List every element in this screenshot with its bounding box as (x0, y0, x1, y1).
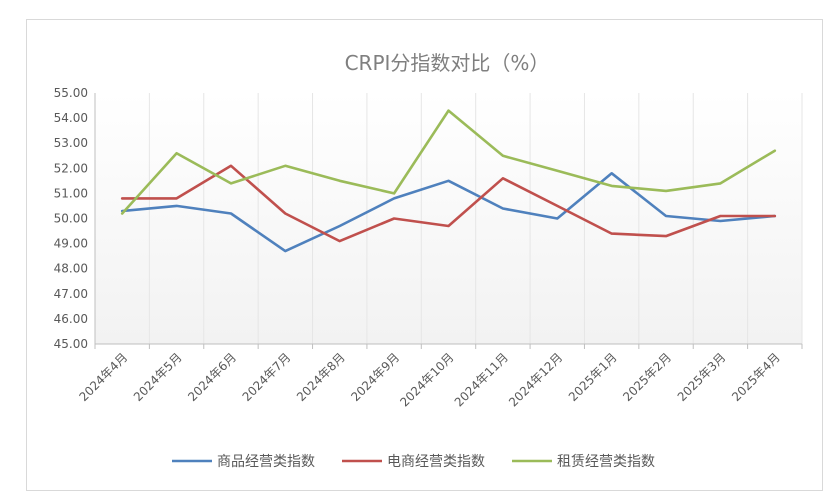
chart-title: CRPI分指数对比（%） (345, 51, 550, 75)
y-tick-label: 49.00 (54, 237, 88, 251)
x-tick-label: 2025年2月 (620, 350, 674, 404)
x-tick-label: 2024年4月 (76, 350, 130, 404)
y-tick-label: 51.00 (54, 186, 88, 200)
y-tick-label: 55.00 (54, 86, 88, 100)
x-tick-label: 2024年6月 (185, 350, 239, 404)
x-tick-label: 2024年10月 (397, 350, 456, 409)
y-tick-label: 46.00 (54, 312, 88, 326)
y-tick-label: 50.00 (54, 212, 88, 226)
x-tick-label: 2024年11月 (452, 350, 511, 409)
y-axis-tick-labels: 45.00 46.00 47.00 48.00 49.00 50.00 51.00 52.00… (54, 86, 88, 351)
y-tick-label: 53.00 (54, 136, 88, 150)
x-tick-label: 2024年5月 (131, 350, 185, 404)
legend-label-2: 电商经营类指数 (387, 454, 485, 470)
y-tick-label: 52.00 (54, 161, 88, 175)
line-chart: CRPI分指数对比（%） 45.00 46.00 47.00 48.00 49.00 50… (54, 51, 803, 470)
x-tick-label: 2024年8月 (294, 350, 348, 404)
series-lines (120, 109, 777, 253)
y-tick-label: 48.00 (54, 262, 88, 276)
x-tick-label: 2025年4月 (729, 350, 783, 404)
legend-label-3: 租赁经营类指数 (557, 454, 655, 470)
series-line-2 (120, 164, 777, 243)
legend: 商品经营类指数 电商经营类指数 租赁经营类指数 (172, 454, 655, 470)
series-line-3 (120, 109, 777, 215)
axes (94, 93, 803, 349)
x-axis-tick-labels: 2024年4月 2024年5月 2024年6月 2024年7月 2024年8月 2024年… (76, 350, 782, 409)
y-tick-label: 54.00 (54, 111, 88, 125)
chart-frame: CRPI分指数对比（%） 45.00 46.00 47.00 48.00 49.00 50… (26, 19, 823, 491)
x-tick-label: 2025年1月 (566, 350, 620, 404)
x-tick-label: 2024年7月 (240, 350, 294, 404)
y-tick-label: 47.00 (54, 287, 88, 301)
legend-label-1: 商品经营类指数 (217, 454, 315, 470)
y-tick-label: 45.00 (54, 337, 88, 351)
series-line-1 (120, 172, 777, 253)
x-tick-label: 2024年9月 (348, 350, 402, 404)
x-tick-label: 2024年12月 (506, 350, 565, 409)
x-tick-label: 2025年3月 (675, 350, 729, 404)
